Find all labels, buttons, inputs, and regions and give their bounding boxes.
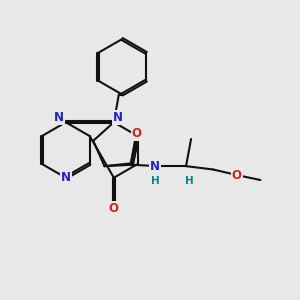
Text: O: O xyxy=(109,202,119,214)
Text: N: N xyxy=(61,171,71,184)
Text: O: O xyxy=(232,169,242,182)
Text: N: N xyxy=(150,160,160,173)
Text: N: N xyxy=(113,111,123,124)
Text: H: H xyxy=(151,176,159,186)
Text: N: N xyxy=(54,111,64,124)
Text: O: O xyxy=(132,127,142,140)
Text: H: H xyxy=(185,176,194,186)
